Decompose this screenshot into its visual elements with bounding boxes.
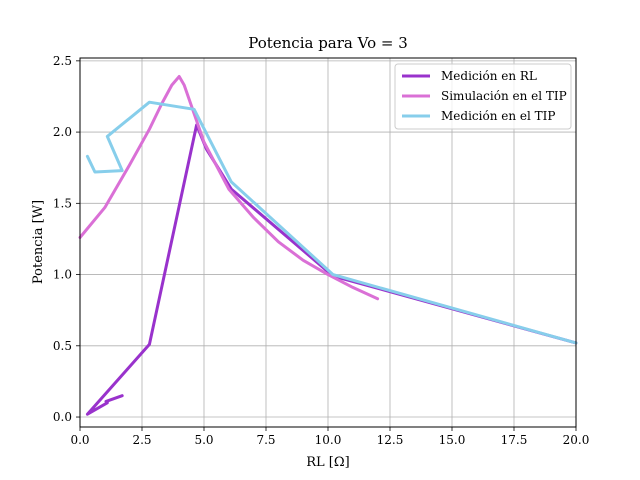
x-tick-label: 12.5 [377,433,404,447]
legend-label: Medición en RL [441,69,537,83]
y-axis-label: Potencia [W] [31,200,46,284]
ticks: 0.0 2.5 5.0 7.5 10.0 12.5 15.0 17.5 20.0 0.0 0.5 1.… [53,54,589,447]
y-tick-label: 0.0 [53,410,72,424]
series-layer [78,75,578,416]
x-tick-label: 0.0 [70,433,89,447]
legend-label: Medición en el TIP [441,109,555,123]
x-axis-label: RL [Ω] [306,455,349,470]
y-tick-label: 1.0 [53,268,72,282]
x-tick-label: 17.5 [501,433,528,447]
chart-title: Potencia para Vo = 3 [248,34,408,52]
legend-box [394,63,572,130]
legend-label: Simulación en el TIP [441,89,567,103]
y-tick-label: 2.5 [53,54,72,68]
series-line-simulacion-en-el-tip [78,75,380,301]
y-tick-label: 1.5 [53,196,72,210]
x-tick-label: 7.5 [256,433,275,447]
legend: Medición en RL Simulación en el TIP Medici… [394,63,572,130]
x-tick-label: 5.0 [194,433,213,447]
grid [79,58,577,427]
series-line-medicion-en-el-tip [85,100,578,345]
x-tick-label: 10.0 [315,433,342,447]
series-line-medicion-en-rl [85,123,578,416]
x-tick-label: 20.0 [563,433,590,447]
y-tick-label: 2.0 [53,125,72,139]
x-tick-label: 2.5 [132,433,151,447]
x-tick-label: 15.0 [439,433,466,447]
y-tick-label: 0.5 [53,339,72,353]
